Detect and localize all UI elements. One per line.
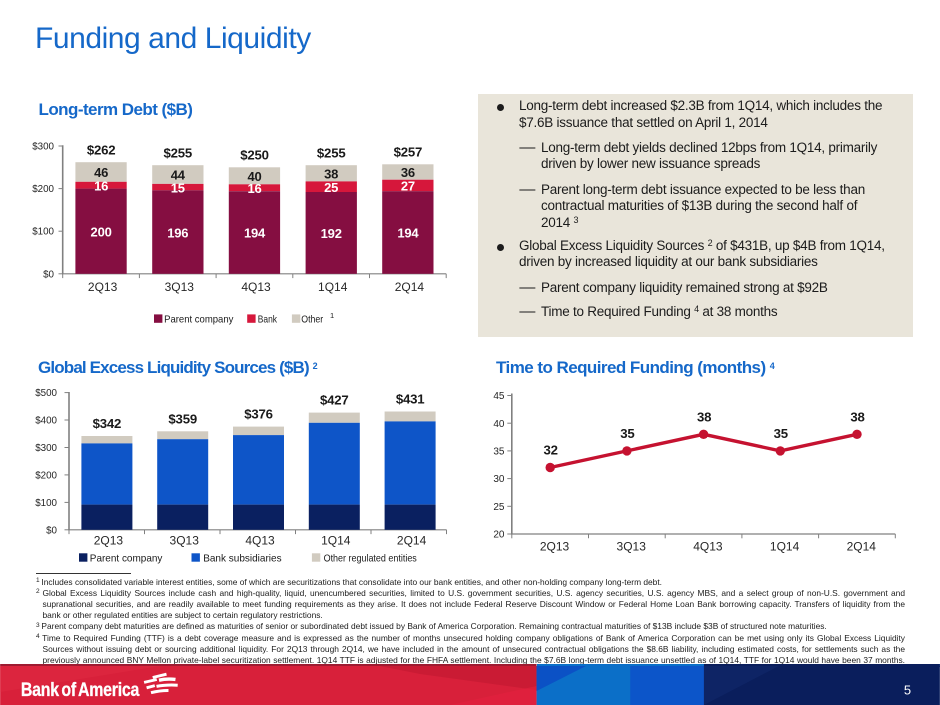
svg-text:36: 36 <box>401 165 415 180</box>
svg-text:4Q13: 4Q13 <box>245 534 275 548</box>
svg-text:194: 194 <box>397 226 419 241</box>
svg-text:$400: $400 <box>35 416 57 427</box>
svg-text:$100: $100 <box>35 498 57 509</box>
svg-text:3Q13: 3Q13 <box>170 534 200 548</box>
svg-text:16: 16 <box>247 181 261 196</box>
svg-text:194: 194 <box>244 226 266 241</box>
svg-text:$431: $431 <box>396 392 425 407</box>
svg-text:$250: $250 <box>240 147 269 162</box>
svg-text:$200: $200 <box>32 184 54 195</box>
svg-text:$376: $376 <box>244 407 273 422</box>
svg-text:38: 38 <box>850 410 864 425</box>
svg-text:3Q13: 3Q13 <box>617 540 647 554</box>
svg-text:Bank of America: Bank of America <box>21 678 140 700</box>
svg-text:38: 38 <box>697 410 711 425</box>
svg-text:Parent company: Parent company <box>90 554 163 565</box>
svg-text:35: 35 <box>620 426 634 441</box>
svg-text:$359: $359 <box>168 411 197 426</box>
svg-text:$300: $300 <box>32 142 54 153</box>
svg-text:1: 1 <box>330 311 334 320</box>
svg-text:$342: $342 <box>93 416 122 431</box>
svg-text:35: 35 <box>774 426 788 441</box>
svg-text:$300: $300 <box>35 443 57 454</box>
svg-text:45: 45 <box>493 391 505 402</box>
svg-text:32: 32 <box>544 443 558 458</box>
svg-text:$200: $200 <box>35 470 57 481</box>
svg-text:$255: $255 <box>317 145 346 160</box>
svg-text:46: 46 <box>94 165 108 180</box>
svg-text:Bank: Bank <box>258 315 278 326</box>
svg-text:20: 20 <box>493 530 505 541</box>
svg-text:40: 40 <box>493 419 505 430</box>
svg-text:196: 196 <box>167 225 188 240</box>
svg-text:27: 27 <box>401 179 415 194</box>
svg-text:2Q14: 2Q14 <box>395 280 425 294</box>
svg-text:35: 35 <box>493 447 505 458</box>
svg-text:$0: $0 <box>46 525 57 536</box>
svg-text:1Q14: 1Q14 <box>321 534 351 548</box>
svg-text:40: 40 <box>247 169 261 184</box>
svg-text:2Q13: 2Q13 <box>88 280 118 294</box>
svg-text:16: 16 <box>94 178 108 193</box>
svg-text:25: 25 <box>493 502 505 513</box>
svg-text:2Q13: 2Q13 <box>94 534 124 548</box>
svg-text:38: 38 <box>324 167 338 182</box>
svg-text:200: 200 <box>91 224 112 239</box>
svg-text:Parent company: Parent company <box>164 315 234 326</box>
svg-text:1Q14: 1Q14 <box>770 540 800 554</box>
svg-text:25: 25 <box>324 180 338 195</box>
svg-text:30: 30 <box>493 474 505 485</box>
svg-text:$262: $262 <box>87 142 116 157</box>
svg-text:4Q13: 4Q13 <box>241 280 271 294</box>
svg-text:$0: $0 <box>43 269 54 280</box>
svg-text:15: 15 <box>171 180 185 195</box>
svg-text:5: 5 <box>904 682 911 697</box>
svg-text:3Q13: 3Q13 <box>165 280 195 294</box>
svg-text:$100: $100 <box>32 227 54 238</box>
svg-text:$255: $255 <box>164 145 193 160</box>
svg-text:1Q14: 1Q14 <box>318 280 348 294</box>
svg-text:2Q13: 2Q13 <box>540 540 570 554</box>
svg-text:2Q14: 2Q14 <box>847 540 877 554</box>
svg-text:2Q14: 2Q14 <box>397 534 427 548</box>
svg-text:44: 44 <box>171 168 186 183</box>
svg-text:192: 192 <box>321 226 342 241</box>
svg-text:Other regulated entities: Other regulated entities <box>324 554 417 565</box>
svg-text:4Q13: 4Q13 <box>693 540 723 554</box>
svg-text:$500: $500 <box>35 388 57 399</box>
svg-text:Other: Other <box>301 315 323 326</box>
svg-text:Bank subsidiaries: Bank subsidiaries <box>203 554 281 565</box>
svg-text:$427: $427 <box>320 393 349 408</box>
svg-text:$257: $257 <box>394 144 423 159</box>
